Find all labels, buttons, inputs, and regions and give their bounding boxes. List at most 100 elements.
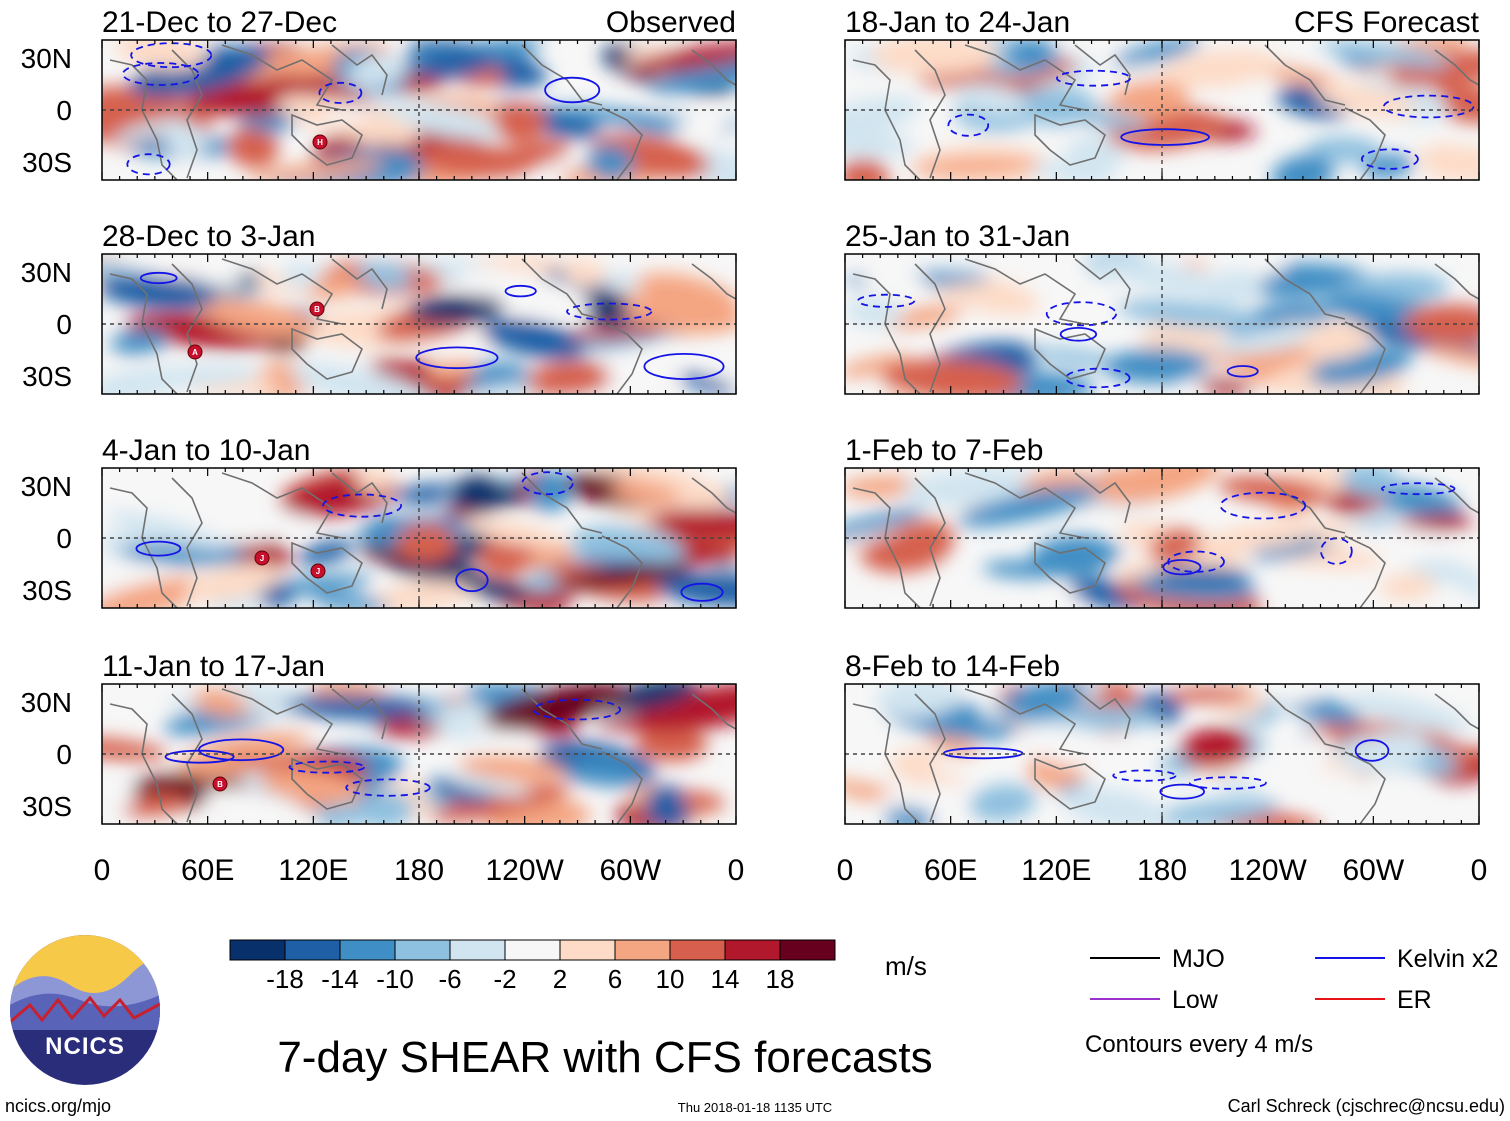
column-label: Observed	[606, 6, 736, 39]
storm-marker-icon: B	[309, 301, 325, 317]
legend-label: Kelvin x2	[1397, 945, 1498, 973]
y-tick-label: 30N	[21, 257, 72, 288]
colorbar-swatch	[779, 939, 836, 961]
colorbar-swatch	[614, 939, 671, 961]
colorbar-label: -10	[376, 964, 414, 994]
panel-title: 21-Dec to 27-Dec	[102, 6, 337, 39]
y-tick-label: 30N	[21, 471, 72, 502]
colorbar-swatch	[669, 939, 726, 961]
y-tick-label: 0	[56, 739, 72, 770]
colorbar-swatch	[229, 939, 286, 961]
kelvin-contours	[942, 739, 1390, 800]
x-tick-label: 180	[394, 854, 444, 887]
x-tick-label: 120W	[1228, 854, 1307, 887]
y-tick-label: 30N	[21, 687, 72, 718]
colorbar-swatch	[394, 939, 451, 961]
panel-forecast-3: 1-Feb to 7-Feb	[844, 434, 1480, 609]
x-tick-label: 0	[1471, 854, 1488, 887]
legend-label: MJO	[1172, 945, 1225, 973]
panel-title: 11-Jan to 17-Jan	[102, 650, 325, 683]
colorbar-label: -14	[321, 964, 359, 994]
panel-title: 25-Jan to 31-Jan	[845, 220, 1070, 253]
legend: MJO Kelvin x2 Low ER	[1090, 945, 1498, 1014]
x-tick-label: 60W	[599, 854, 661, 887]
x-tick-label: 0	[728, 854, 745, 887]
colorbar-label: -6	[438, 964, 461, 994]
x-tick-label: 0	[837, 854, 854, 887]
kelvin-contours	[121, 42, 601, 176]
colorbar-label: 10	[656, 964, 685, 994]
kelvin-contours	[139, 271, 725, 381]
colorbar-swatch	[284, 939, 341, 961]
x-tick-label: 60E	[181, 854, 234, 887]
storm-marker-label: J	[316, 567, 320, 576]
colorbar-label: 14	[711, 964, 740, 994]
legend-label: ER	[1397, 986, 1432, 1014]
panel-observed-4: 11-Jan to 17-Jan 30N 0 30S B	[21, 650, 737, 825]
panel-observed-3: 4-Jan to 10-Jan 30N 0 30S J J	[21, 434, 737, 609]
y-tick-label: 30S	[22, 147, 72, 178]
y-tick-label: 30S	[22, 791, 72, 822]
panel-title: 4-Jan to 10-Jan	[102, 434, 310, 467]
storm-marker-label: J	[260, 554, 264, 563]
colorbar-label: -18	[266, 964, 304, 994]
colorbar-swatch	[504, 939, 561, 961]
x-tick-label: 180	[1137, 854, 1187, 887]
storm-marker-label: A	[192, 348, 198, 357]
colorbar-swatch	[724, 939, 781, 961]
colorbar-label: -2	[493, 964, 516, 994]
panel-title: 1-Feb to 7-Feb	[845, 434, 1043, 467]
panel-forecast-4: 8-Feb to 14-Feb	[844, 650, 1480, 825]
storm-marker-icon: A	[187, 344, 203, 360]
panel-observed-1: 21-Dec to 27-Dec Observed 30N 0 30S H	[21, 6, 737, 181]
x-tick-label: 120E	[1021, 854, 1091, 887]
shear-field	[102, 254, 736, 394]
logo-text: NCICS	[45, 1033, 125, 1060]
colorbar-swatch	[559, 939, 616, 961]
panel-observed-2: 28-Dec to 3-Jan 30N 0 30S B A	[21, 220, 737, 395]
colorbar-swatch	[339, 939, 396, 961]
shear-field	[102, 40, 736, 180]
x-tick-label: 0	[94, 854, 111, 887]
coastlines	[109, 258, 736, 394]
panel-title: 28-Dec to 3-Jan	[102, 220, 315, 253]
kelvin-contours	[947, 69, 1475, 170]
colorbar-swatch	[449, 939, 506, 961]
panel-title: 8-Feb to 14-Feb	[845, 650, 1060, 683]
panel-forecast-1: 18-Jan to 24-Jan CFS Forecast	[844, 6, 1480, 181]
figure-title: 7-day SHEAR with CFS forecasts	[277, 1033, 932, 1082]
colorbar-label: 18	[766, 964, 795, 994]
footer-credit: Carl Schreck (cjschrec@ncsu.edu)	[1228, 1096, 1505, 1116]
shear-field	[845, 468, 1479, 608]
panel-forecast-2: 25-Jan to 31-Jan	[844, 220, 1480, 395]
kelvin-contours	[135, 471, 724, 602]
coastlines	[852, 688, 1479, 824]
units-label: m/s	[885, 951, 927, 981]
legend-note: Contours every 4 m/s	[1085, 1031, 1313, 1058]
colorbar: -18 -14 -10 -6 -2 2 6 10 14 18	[229, 939, 836, 994]
shear-field	[845, 254, 1479, 394]
y-tick-label: 30N	[21, 43, 72, 74]
coastlines	[109, 472, 736, 608]
x-tick-label: 60E	[924, 854, 977, 887]
shear-field	[845, 684, 1479, 824]
ncics-logo: NCICS	[10, 935, 160, 1085]
y-tick-label: 0	[56, 95, 72, 126]
colorbar-label: 6	[608, 964, 622, 994]
shear-field	[845, 40, 1479, 180]
storm-marker-label: B	[217, 780, 223, 789]
x-tick-label: 60W	[1342, 854, 1404, 887]
storm-marker-icon: J	[310, 563, 326, 579]
storm-marker-icon: J	[254, 550, 270, 566]
storm-marker-icon: H	[312, 134, 328, 150]
x-tick-label: 120E	[278, 854, 348, 887]
storm-marker-icon: B	[212, 776, 228, 792]
footer-timestamp: Thu 2018-01-18 1135 UTC	[678, 1100, 832, 1115]
column-label: CFS Forecast	[1294, 6, 1480, 39]
x-tick-label: 120W	[485, 854, 564, 887]
storm-marker-label: H	[317, 138, 323, 147]
storm-marker-label: B	[314, 305, 320, 314]
y-tick-label: 0	[56, 309, 72, 340]
footer-url: ncics.org/mjo	[5, 1096, 111, 1116]
